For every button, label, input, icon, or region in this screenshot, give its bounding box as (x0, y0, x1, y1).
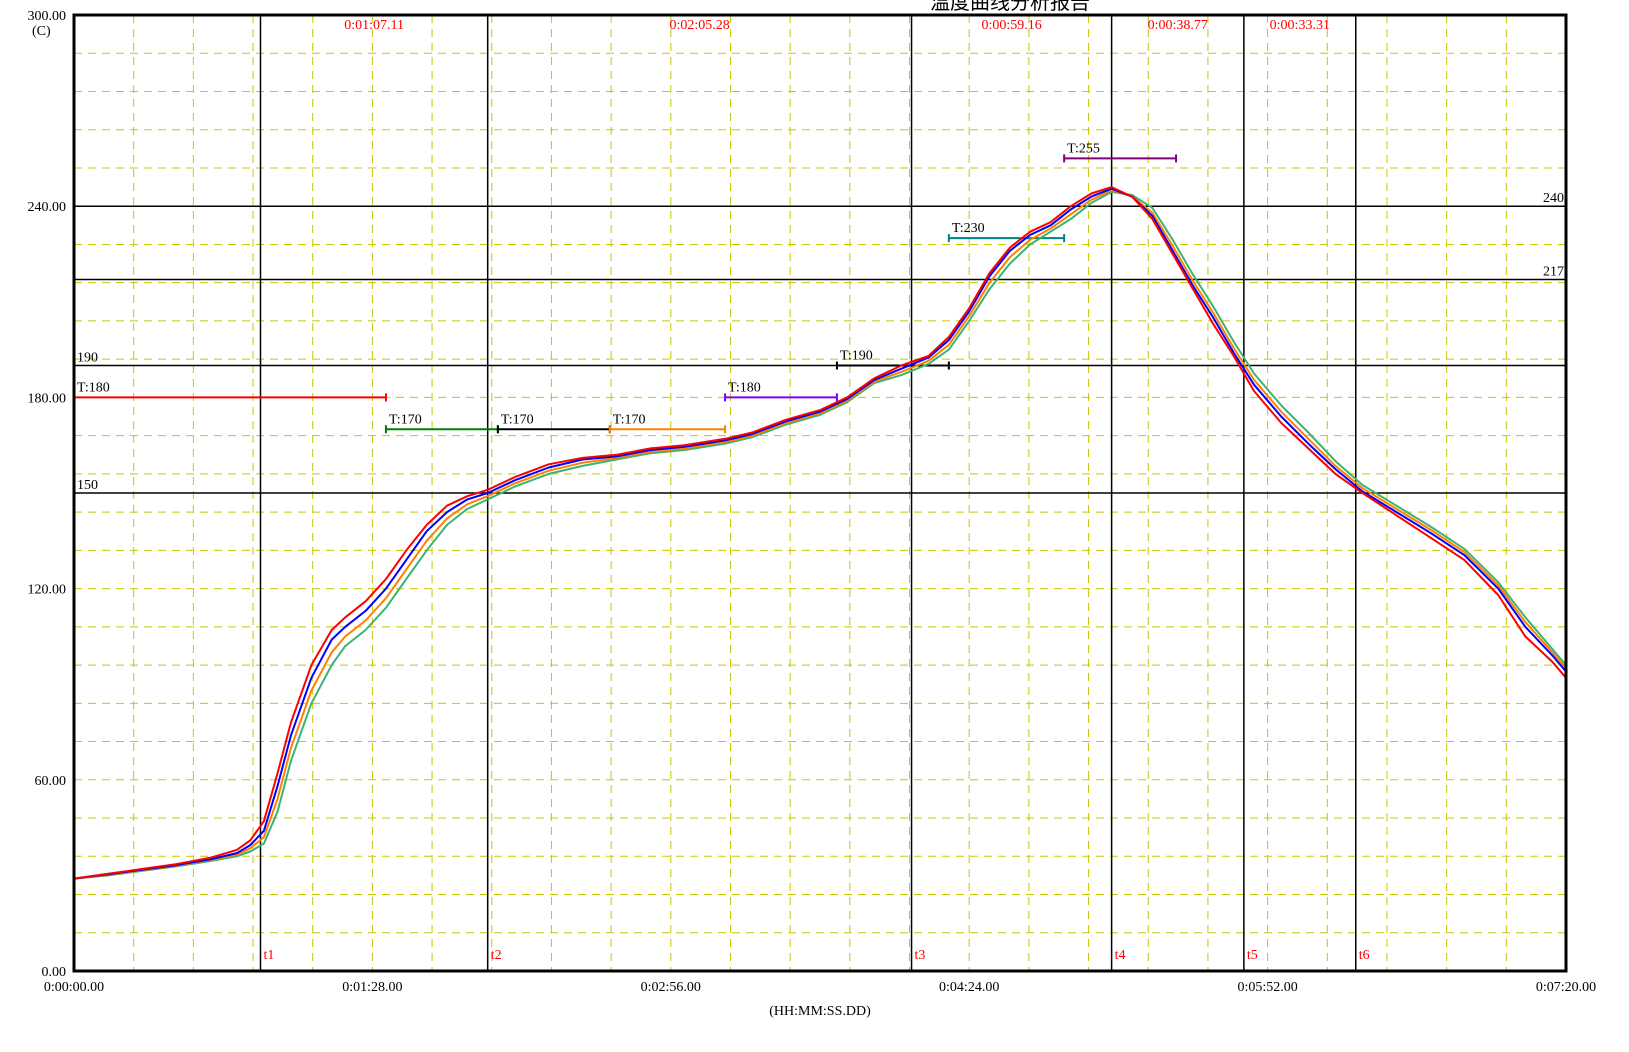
y-axis-unit-label: (C) (32, 24, 51, 39)
setpoint-label: T:230 (952, 221, 985, 236)
x-tick-label: 0:07:20.00 (1536, 980, 1596, 995)
x-tick-label: 0:00:00.00 (44, 980, 104, 995)
time-marker-label: t4 (1115, 948, 1126, 963)
y-tick-label: 180.00 (28, 391, 67, 406)
duration-label: 0:01:07.11 (344, 18, 404, 33)
setpoint-label: T:180 (77, 380, 110, 395)
reference-line-label: 150 (77, 478, 98, 493)
y-tick-label: 0.00 (42, 965, 67, 980)
x-tick-label: 0:05:52.00 (1237, 980, 1297, 995)
chart-title: 温度曲线分析报告 (930, 0, 1090, 14)
reference-line-label: 217 (1543, 264, 1564, 279)
temperature-curves (73, 186, 1567, 880)
setpoint-label: T:180 (728, 380, 761, 395)
temperature-series-line (73, 187, 1567, 880)
setpoint-label: T:170 (613, 412, 646, 427)
temperature-series-line (73, 189, 1567, 880)
setpoint-label: T:170 (389, 412, 422, 427)
x-axis-label: (HH:MM:SS.DD) (769, 1004, 871, 1019)
duration-label: 0:00:59.16 (981, 18, 1041, 33)
time-marker-label: t1 (264, 948, 275, 963)
temperature-series-line (73, 190, 1567, 880)
time-marker-label: t6 (1359, 948, 1370, 963)
y-tick-label: 60.00 (35, 774, 67, 789)
axis-ticks: 0.00 60.00 120.00 180.00 240.00 300.00 0:00:00… (28, 9, 1597, 995)
y-tick-label: 240.00 (28, 200, 67, 215)
time-marker-label: t3 (915, 948, 926, 963)
x-tick-label: 0:01:28.00 (342, 980, 402, 995)
time-marker-label: t2 (491, 948, 502, 963)
time-markers: t1 t2 t3 t4 t5 t6 0:01:07.11 0:02:05.28 0:00:59.… (259, 15, 1370, 971)
duration-label: 0:02:05.28 (669, 18, 729, 33)
y-tick-label: 300.00 (28, 9, 67, 24)
reference-line-label: 190 (77, 351, 98, 366)
time-marker-label: t5 (1247, 948, 1258, 963)
x-tick-label: 0:04:24.00 (939, 980, 999, 995)
duration-label: 0:00:33.31 (1270, 18, 1330, 33)
temperature-series-line (73, 186, 1567, 880)
reference-line-label: 240 (1543, 191, 1564, 206)
setpoint-label: T:190 (840, 349, 873, 364)
duration-label: 0:00:38.77 (1148, 18, 1208, 33)
setpoint-label: T:170 (501, 412, 534, 427)
setpoint-label: T:255 (1067, 141, 1100, 156)
reference-lines: 240 217 190 150 (74, 191, 1566, 494)
setpoint-segments: T:180 T:170 T:170 T:170 T:180 T:190 T:230 T:255 (74, 141, 1178, 434)
plot-frame (72, 13, 1568, 973)
y-tick-label: 120.00 (28, 583, 67, 598)
x-tick-label: 0:02:56.00 (641, 980, 701, 995)
